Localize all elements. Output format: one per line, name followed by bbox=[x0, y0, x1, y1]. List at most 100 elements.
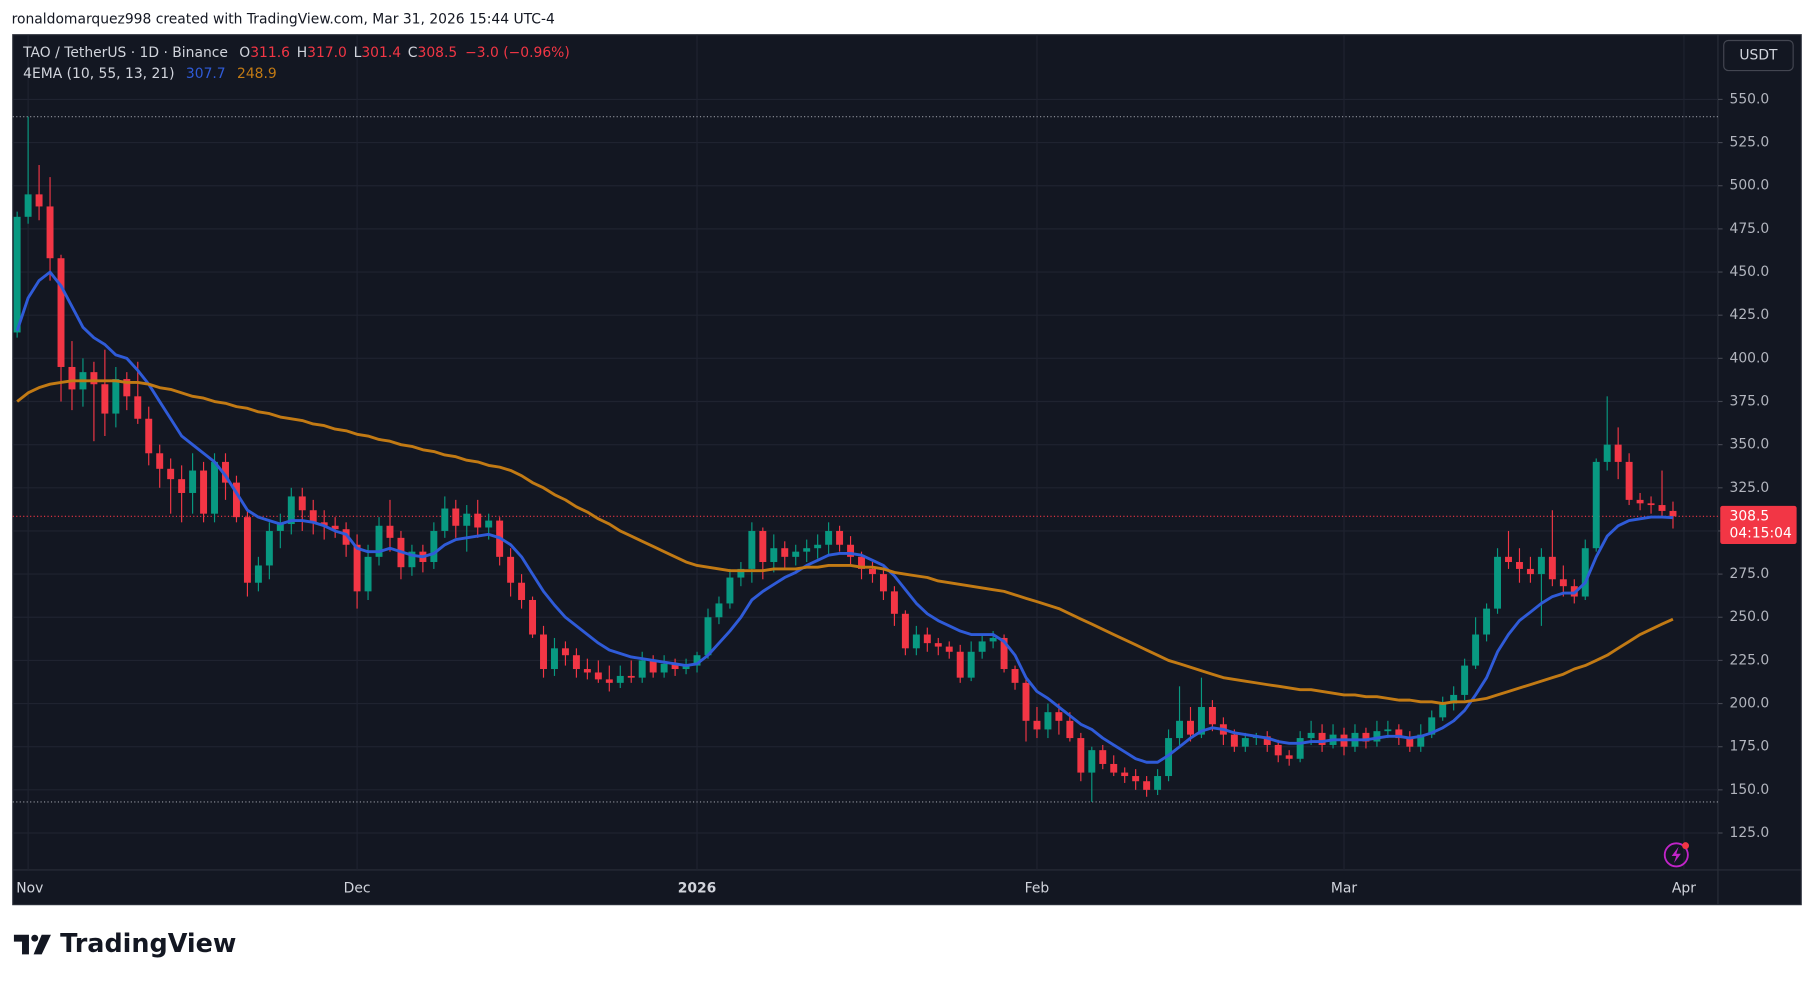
last-price-label: 308.5 bbox=[1730, 508, 1770, 524]
y-tick-label: 550.0 bbox=[1730, 91, 1770, 107]
ohlc-key: O bbox=[239, 45, 250, 61]
candle-body bbox=[276, 524, 284, 531]
ohlc-value: 301.4 bbox=[361, 45, 401, 61]
candle-body bbox=[518, 582, 526, 600]
candle-body bbox=[1592, 461, 1600, 549]
candle-body bbox=[1110, 763, 1118, 773]
candle-body bbox=[1494, 556, 1502, 609]
indicator-value: 248.9 bbox=[237, 66, 277, 82]
candle-body bbox=[1526, 568, 1534, 575]
y-tick-label: 175.0 bbox=[1730, 739, 1770, 755]
candle-body bbox=[353, 544, 361, 592]
y-tick-label: 275.0 bbox=[1730, 566, 1770, 582]
ema-line bbox=[16, 379, 1674, 706]
icon-dot[interactable] bbox=[1682, 842, 1690, 850]
candle-body bbox=[638, 660, 646, 678]
candle-body bbox=[1439, 703, 1447, 718]
indicator-row: 4EMA (10, 55, 13, 21) 307.7 248.9 bbox=[23, 66, 277, 82]
candle-body bbox=[1581, 548, 1589, 597]
candle-body bbox=[1208, 707, 1216, 725]
candle-body bbox=[178, 479, 186, 493]
x-tick-label: Dec bbox=[344, 880, 371, 896]
candle-body bbox=[1132, 776, 1140, 782]
currency[interactable]: USDT bbox=[1739, 48, 1778, 64]
chart-panel bbox=[12, 34, 1802, 906]
candle-body bbox=[430, 530, 438, 563]
candle-body bbox=[682, 665, 690, 670]
candle-body bbox=[1559, 579, 1567, 587]
candle-body bbox=[1450, 694, 1458, 704]
icon-ring[interactable] bbox=[1663, 842, 1689, 868]
brand-logo bbox=[13, 934, 51, 955]
candle-body bbox=[1066, 720, 1074, 739]
candle-body bbox=[715, 603, 723, 618]
y-tick-label: 525.0 bbox=[1730, 135, 1770, 151]
candle-body bbox=[485, 520, 493, 528]
candle-body bbox=[342, 529, 350, 545]
candle-body bbox=[561, 648, 569, 656]
candle-body bbox=[1505, 556, 1512, 563]
x-tick-label: Apr bbox=[1672, 880, 1696, 896]
candle-body bbox=[287, 496, 295, 525]
candle-body bbox=[1428, 717, 1436, 735]
candle-body bbox=[540, 634, 547, 670]
candle-body bbox=[627, 675, 635, 678]
candle-body bbox=[123, 379, 131, 397]
candle-body bbox=[869, 568, 876, 575]
candle-body bbox=[408, 551, 416, 568]
candle-body bbox=[167, 468, 175, 480]
y-tick-label: 400.0 bbox=[1730, 350, 1770, 366]
candle-body bbox=[1176, 720, 1183, 739]
candle-body bbox=[890, 591, 898, 614]
candle-body bbox=[1197, 707, 1205, 735]
candle-body bbox=[1537, 556, 1545, 575]
candle-body bbox=[649, 660, 657, 673]
countdown: 04:15:04 bbox=[1730, 526, 1792, 542]
candle-body bbox=[1296, 738, 1304, 759]
candle-body bbox=[616, 675, 624, 683]
y-tick-label: 225.0 bbox=[1730, 652, 1770, 668]
candle-body bbox=[1055, 712, 1063, 721]
x-tick-label: Mar bbox=[1331, 880, 1357, 896]
ohlc-key: L bbox=[354, 45, 362, 61]
candle-body bbox=[1483, 608, 1491, 635]
candle-body bbox=[1636, 499, 1644, 504]
candle-body bbox=[1362, 732, 1370, 742]
y-tick-label: 500.0 bbox=[1730, 178, 1770, 194]
candle-body bbox=[529, 599, 537, 635]
candle-body bbox=[309, 510, 317, 523]
x-tick-label: Nov bbox=[16, 880, 43, 896]
candle-body bbox=[901, 613, 909, 649]
candle-body bbox=[1658, 505, 1666, 511]
candle-body bbox=[879, 574, 887, 592]
y-tick-label: 325.0 bbox=[1730, 480, 1770, 496]
candle-body bbox=[956, 651, 964, 678]
brand: TradingView bbox=[60, 929, 236, 959]
y-tick-label: 425.0 bbox=[1730, 307, 1770, 323]
alert-icon[interactable] bbox=[1663, 842, 1690, 868]
candle-body bbox=[298, 496, 306, 511]
candle-body bbox=[583, 669, 591, 673]
last-price-box bbox=[1720, 505, 1797, 545]
attribution: ronaldomarquez998 created with TradingVi… bbox=[12, 12, 555, 28]
candle-body bbox=[156, 453, 164, 469]
candle-body bbox=[803, 548, 811, 552]
currency-box[interactable] bbox=[1723, 39, 1794, 72]
candle-body bbox=[1384, 729, 1392, 732]
candle-body bbox=[770, 548, 778, 563]
candle-body bbox=[934, 643, 942, 647]
symbol: TAO / TetherUS · 1D · Binance bbox=[22, 45, 228, 61]
candle-body bbox=[1669, 510, 1677, 517]
candle-body bbox=[572, 655, 580, 670]
candle-body bbox=[211, 461, 219, 514]
icon-bolt[interactable] bbox=[1671, 846, 1681, 864]
y-tick-label: 475.0 bbox=[1730, 221, 1770, 237]
candle-body bbox=[1647, 503, 1655, 506]
candle-body bbox=[375, 525, 383, 557]
candle-body bbox=[1515, 562, 1523, 569]
candle-body bbox=[57, 258, 65, 367]
candle-body bbox=[1099, 750, 1107, 764]
candle-body bbox=[1373, 731, 1381, 742]
ohlc-value: 311.6 bbox=[250, 45, 290, 61]
